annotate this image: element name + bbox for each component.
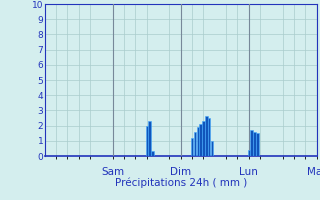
- Bar: [148, 121, 151, 156]
- Text: Dim: Dim: [170, 167, 191, 177]
- Bar: [205, 116, 207, 156]
- Bar: [253, 132, 256, 156]
- Bar: [211, 141, 213, 156]
- Bar: [191, 138, 193, 156]
- Bar: [202, 121, 205, 156]
- Text: Mar: Mar: [307, 167, 320, 177]
- Bar: [248, 150, 250, 156]
- Bar: [146, 126, 148, 156]
- Bar: [256, 133, 259, 156]
- Bar: [199, 124, 202, 156]
- Bar: [194, 132, 196, 156]
- Bar: [251, 130, 253, 156]
- Bar: [151, 151, 154, 156]
- X-axis label: Précipitations 24h ( mm ): Précipitations 24h ( mm ): [115, 177, 247, 188]
- Text: Sam: Sam: [101, 167, 124, 177]
- Bar: [208, 118, 210, 156]
- Text: Lun: Lun: [239, 167, 258, 177]
- Bar: [196, 127, 199, 156]
